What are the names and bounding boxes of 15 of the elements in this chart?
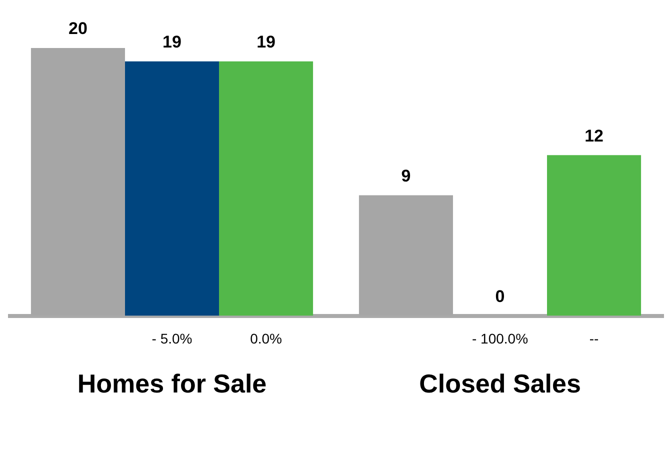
data-label: 9 (401, 166, 411, 186)
data-label: 12 (584, 126, 604, 146)
bar (547, 155, 642, 316)
data-label: 19 (162, 32, 182, 52)
x-tick-label: Homes for Sale (77, 368, 267, 399)
data-label: 20 (68, 19, 88, 38)
x-tick-label: Closed Sales (419, 368, 581, 399)
text: 0.0% (250, 330, 282, 347)
text: -- (589, 330, 600, 347)
text: - 5.0% (152, 330, 192, 347)
data-label: 0 (495, 286, 505, 306)
text: - 100.0% (472, 330, 528, 347)
bar (124, 61, 220, 316)
bar (219, 61, 314, 316)
data-label: 19 (256, 32, 276, 52)
